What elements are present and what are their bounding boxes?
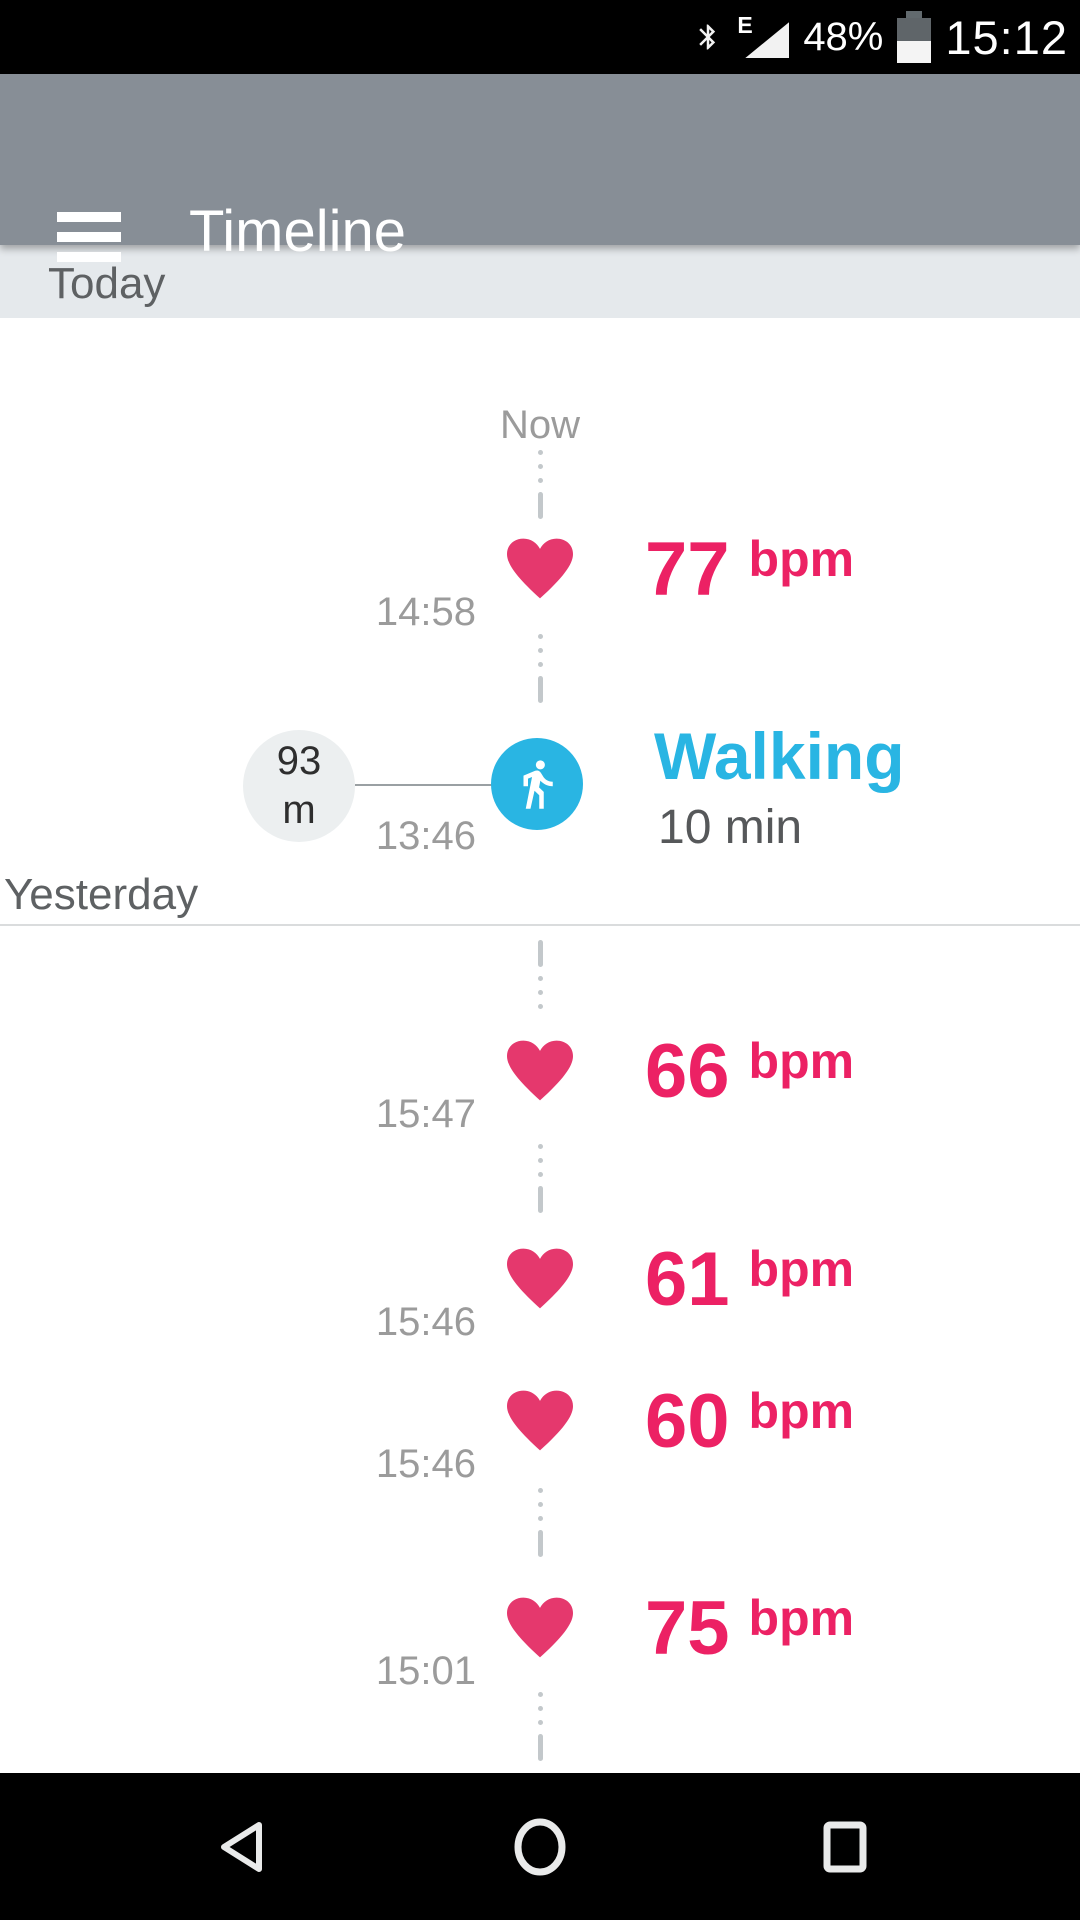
entry-time: 15:47 [375, 1092, 476, 1136]
section-divider-line [0, 924, 1080, 926]
timeline-dotted-connector [537, 450, 543, 519]
heart-icon [507, 1390, 573, 1451]
back-icon[interactable] [160, 1773, 320, 1920]
activity-duration: 10 min [658, 801, 803, 854]
page-title: Timeline [189, 199, 407, 264]
section-label: Today [48, 259, 166, 308]
heart-icon [507, 1248, 573, 1309]
heart-rate-value: 75 bpm [645, 1586, 855, 1671]
timeline-entry-heart-rate[interactable]: 15:47 66 bpm [0, 1034, 1080, 1175]
heart-icon [507, 1597, 573, 1658]
heart-icon [507, 538, 573, 599]
entry-time: 15:46 [375, 1442, 476, 1486]
section-header-today: Today [0, 245, 1080, 318]
timeline-dotted-connector [537, 634, 543, 703]
battery-icon [897, 11, 932, 63]
status-time: 15:12 [945, 10, 1068, 64]
cell-signal-icon: E [737, 12, 790, 58]
heart-rate-value: 60 bpm [645, 1379, 855, 1464]
bluetooth-icon [693, 15, 723, 59]
heart-icon [507, 1040, 573, 1101]
timeline-dotted-connector [537, 940, 543, 1009]
timeline-entry-heart-rate[interactable]: 15:01 75 bpm [0, 1591, 1080, 1732]
hamburger-menu-icon[interactable] [57, 212, 121, 262]
battery-percent: 48% [803, 14, 884, 59]
section-header-yesterday: Yesterday [4, 870, 199, 920]
distance-connector-line [355, 784, 493, 786]
distance-value: 93 [276, 739, 322, 783]
walking-icon [491, 738, 583, 830]
entry-time: 14:58 [375, 590, 476, 634]
heart-rate-value: 61 bpm [645, 1237, 855, 1322]
status-bar: E 48% 15:12 [0, 0, 1080, 74]
now-label: Now [499, 403, 581, 447]
recents-icon[interactable] [765, 1773, 925, 1920]
entry-time: 15:01 [375, 1649, 476, 1693]
activity-title: Walking [654, 719, 905, 793]
timeline-dotted-connector [537, 1692, 543, 1761]
timeline-entry-heart-rate[interactable]: 14:58 77 bpm [0, 532, 1080, 673]
entry-time: 15:46 [375, 1300, 476, 1344]
home-icon[interactable] [460, 1773, 620, 1920]
heart-rate-value: 66 bpm [645, 1029, 855, 1114]
timeline-dotted-connector [537, 1488, 543, 1557]
timeline-dotted-connector [537, 1144, 543, 1213]
timeline-entry-heart-rate[interactable]: 15:46 61 bpm [0, 1242, 1080, 1383]
distance-unit: m [282, 788, 316, 832]
entry-time: 13:46 [375, 814, 476, 858]
distance-bubble: 93 m [243, 730, 355, 842]
heart-rate-value: 77 bpm [645, 527, 855, 612]
app-bar: Timeline [0, 74, 1080, 262]
network-type-label: E [737, 12, 753, 38]
timeline-entry-heart-rate[interactable]: 15:46 60 bpm [0, 1384, 1080, 1525]
timeline-entry-activity[interactable]: 93 m Walking 10 min 13:46 [0, 722, 1080, 887]
android-nav-bar [0, 1773, 1080, 1920]
